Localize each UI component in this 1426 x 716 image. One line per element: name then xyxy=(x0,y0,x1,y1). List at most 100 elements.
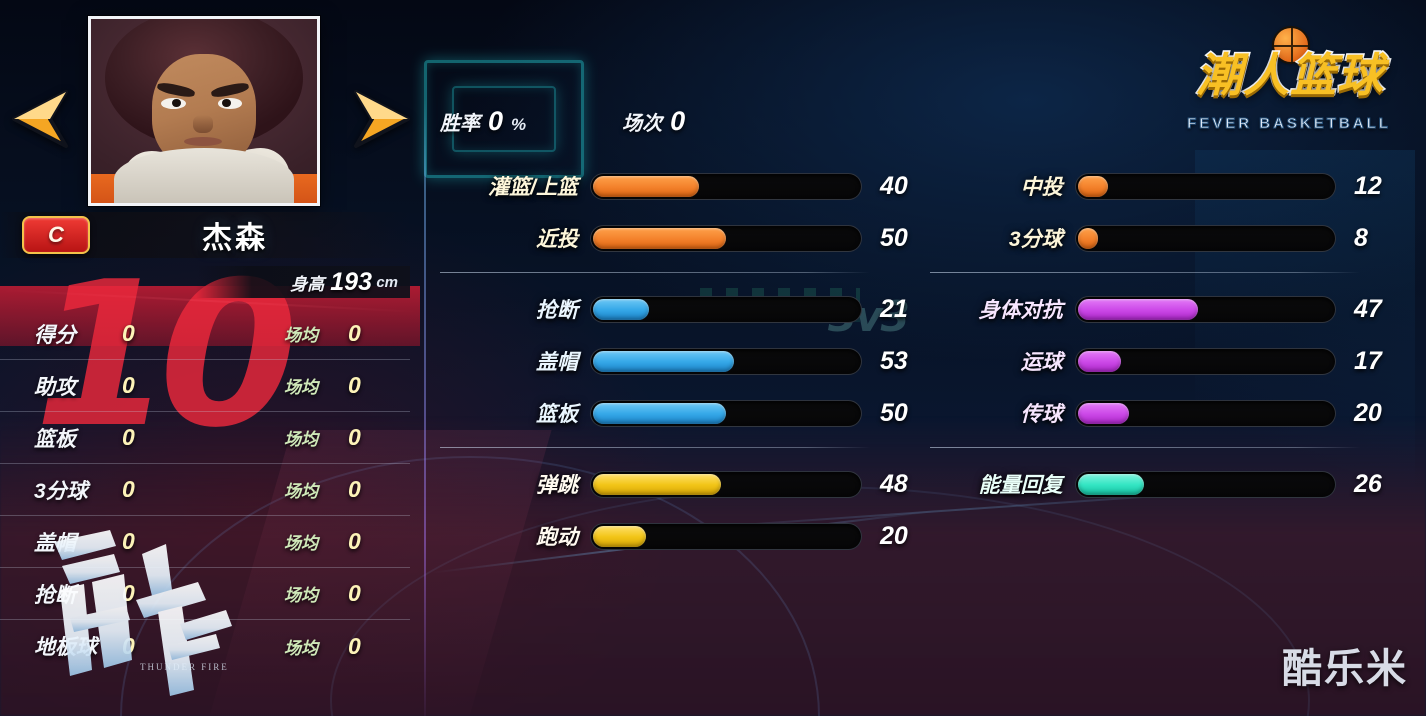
attribute-group: 灌篮/上篮 40 中投 12 近投 50 3分球 8 xyxy=(440,160,1400,264)
career-row-avg-value: 0 xyxy=(348,632,361,659)
career-row: 抢断 0 场均 0 xyxy=(0,568,410,620)
attribute-label: 3分球 xyxy=(1008,228,1063,251)
attribute-value: 40 xyxy=(880,171,908,200)
attribute-bar-track xyxy=(1074,347,1336,375)
background-neon-board-inner xyxy=(452,86,556,152)
career-row-label: 助攻 xyxy=(34,375,76,399)
attribute-bar-fill xyxy=(593,525,647,547)
attribute-bar-track xyxy=(590,347,862,375)
height-value: 193 xyxy=(330,267,372,296)
career-row-avg-value: 0 xyxy=(348,528,361,554)
height-label: 身高 xyxy=(290,274,325,294)
attribute-row: 近投 50 xyxy=(440,212,930,264)
position-badge-label: C xyxy=(48,222,64,247)
attribute-row: 灌篮/上篮 40 xyxy=(440,160,930,212)
career-row: 盖帽 0 场均 0 xyxy=(0,516,410,568)
attribute-label: 身体对抗 xyxy=(978,299,1063,322)
career-row: 3分球 0 场均 0 xyxy=(0,464,410,516)
attribute-row: 中投 12 xyxy=(930,160,1400,212)
site-watermark: 酷乐米 xyxy=(1282,647,1408,691)
career-row-avg-label: 场均 xyxy=(284,586,318,605)
attribute-bar-track xyxy=(1074,224,1336,252)
game-logo-subtitle: FEVER BASKETBALL xyxy=(1187,115,1391,133)
career-row-label: 3分球 xyxy=(34,479,88,503)
games-stat: 场次 0 xyxy=(622,106,685,137)
career-row-avg-label: 场均 xyxy=(284,326,318,345)
career-row-label: 篮板 xyxy=(34,427,76,451)
attribute-value: 21 xyxy=(880,294,908,323)
career-row-avg-value: 0 xyxy=(348,320,361,346)
attribute-bar-fill xyxy=(593,298,649,320)
attribute-value: 50 xyxy=(880,398,908,427)
attribute-bar-track xyxy=(1074,399,1336,427)
attribute-label: 跑动 xyxy=(536,526,578,549)
attribute-value: 48 xyxy=(880,469,908,498)
position-badge: C xyxy=(22,216,90,254)
attribute-value: 50 xyxy=(880,223,908,252)
attribute-bar-track xyxy=(590,470,862,498)
attribute-row: 3分球 8 xyxy=(930,212,1400,264)
record-summary: 胜率 0 % 场次 0 xyxy=(440,100,860,142)
career-row-total: 0 xyxy=(122,528,135,554)
game-logo-title: 潮人篮球 xyxy=(1195,48,1385,103)
attribute-row: 传球 20 xyxy=(930,387,1400,439)
page-title: 杰森 xyxy=(202,222,268,255)
height-unit: cm xyxy=(376,273,398,291)
attribute-bar-fill xyxy=(1077,175,1109,197)
attribute-label: 传球 xyxy=(1020,403,1063,426)
attribute-label: 灌篮/上篮 xyxy=(488,176,578,199)
career-row: 助攻 0 场均 0 xyxy=(0,360,410,412)
winrate-label: 胜率 xyxy=(440,112,480,135)
attribute-row: 运球 17 xyxy=(930,335,1400,387)
attribute-bar-fill xyxy=(593,473,721,495)
career-row-avg-value: 0 xyxy=(348,476,361,502)
attribute-row-empty xyxy=(930,510,1400,562)
career-row: 得分 0 场均 0 xyxy=(0,308,410,360)
attribute-bar-fill xyxy=(593,350,734,372)
attribute-value: 17 xyxy=(1354,346,1382,375)
career-row-total: 0 xyxy=(122,580,135,606)
career-row-avg-value: 0 xyxy=(348,580,361,606)
attributes-panel: 灌篮/上篮 40 中投 12 近投 50 3分球 8 抢断 21 身体对抗 47 盖帽 53 运球 17 篮板 5… xyxy=(440,160,1400,562)
attribute-label: 运球 xyxy=(1020,351,1063,374)
attribute-bar-fill xyxy=(1077,298,1198,320)
attribute-bar-track xyxy=(590,224,862,252)
attribute-label: 近投 xyxy=(536,228,578,251)
basketball-icon xyxy=(1274,28,1308,62)
career-row-label: 地板球 xyxy=(34,636,97,659)
attribute-row: 篮板 50 xyxy=(440,387,930,439)
career-row-avg-value: 0 xyxy=(348,424,361,450)
games-value: 0 xyxy=(670,105,686,136)
attribute-bar-track xyxy=(1074,295,1336,323)
attribute-value: 47 xyxy=(1354,294,1382,323)
career-row-avg-label: 场均 xyxy=(284,482,318,501)
attribute-bar-track xyxy=(1074,470,1336,498)
attribute-bar-track xyxy=(1074,172,1336,200)
attribute-bar-fill xyxy=(593,227,726,249)
attribute-label: 篮板 xyxy=(536,403,578,426)
attribute-bar-fill xyxy=(1077,227,1099,249)
attribute-label: 抢断 xyxy=(536,299,578,322)
attribute-label: 能量回复 xyxy=(978,474,1063,497)
background-neon-board xyxy=(424,60,584,178)
thunder-fire-subtitle: THUNDER FIRE xyxy=(140,662,229,672)
career-row-avg-label: 场均 xyxy=(284,430,318,449)
career-row-total: 0 xyxy=(122,320,135,346)
attribute-group: 抢断 21 身体对抗 47 盖帽 53 运球 17 篮板 50 传球 20 xyxy=(440,283,1400,439)
attribute-value: 8 xyxy=(1354,223,1368,252)
attribute-bar-fill xyxy=(593,402,726,424)
attribute-label: 中投 xyxy=(1020,176,1063,199)
attribute-row: 抢断 21 xyxy=(440,283,930,335)
winrate-value: 0 xyxy=(488,105,504,136)
winrate-stat: 胜率 0 % xyxy=(440,106,526,137)
winrate-percent-sign: % xyxy=(511,114,527,134)
attribute-row: 身体对抗 47 xyxy=(930,283,1400,335)
game-logo: 潮人篮球 FEVER BASKETBALL xyxy=(1166,24,1412,140)
attribute-label: 弹跳 xyxy=(536,474,578,497)
panel-divider xyxy=(424,100,426,716)
attribute-bar-fill xyxy=(1077,350,1121,372)
career-row-label: 抢断 xyxy=(34,583,76,607)
player-portrait-frame[interactable] xyxy=(88,16,320,206)
attribute-bar-track xyxy=(590,522,862,550)
